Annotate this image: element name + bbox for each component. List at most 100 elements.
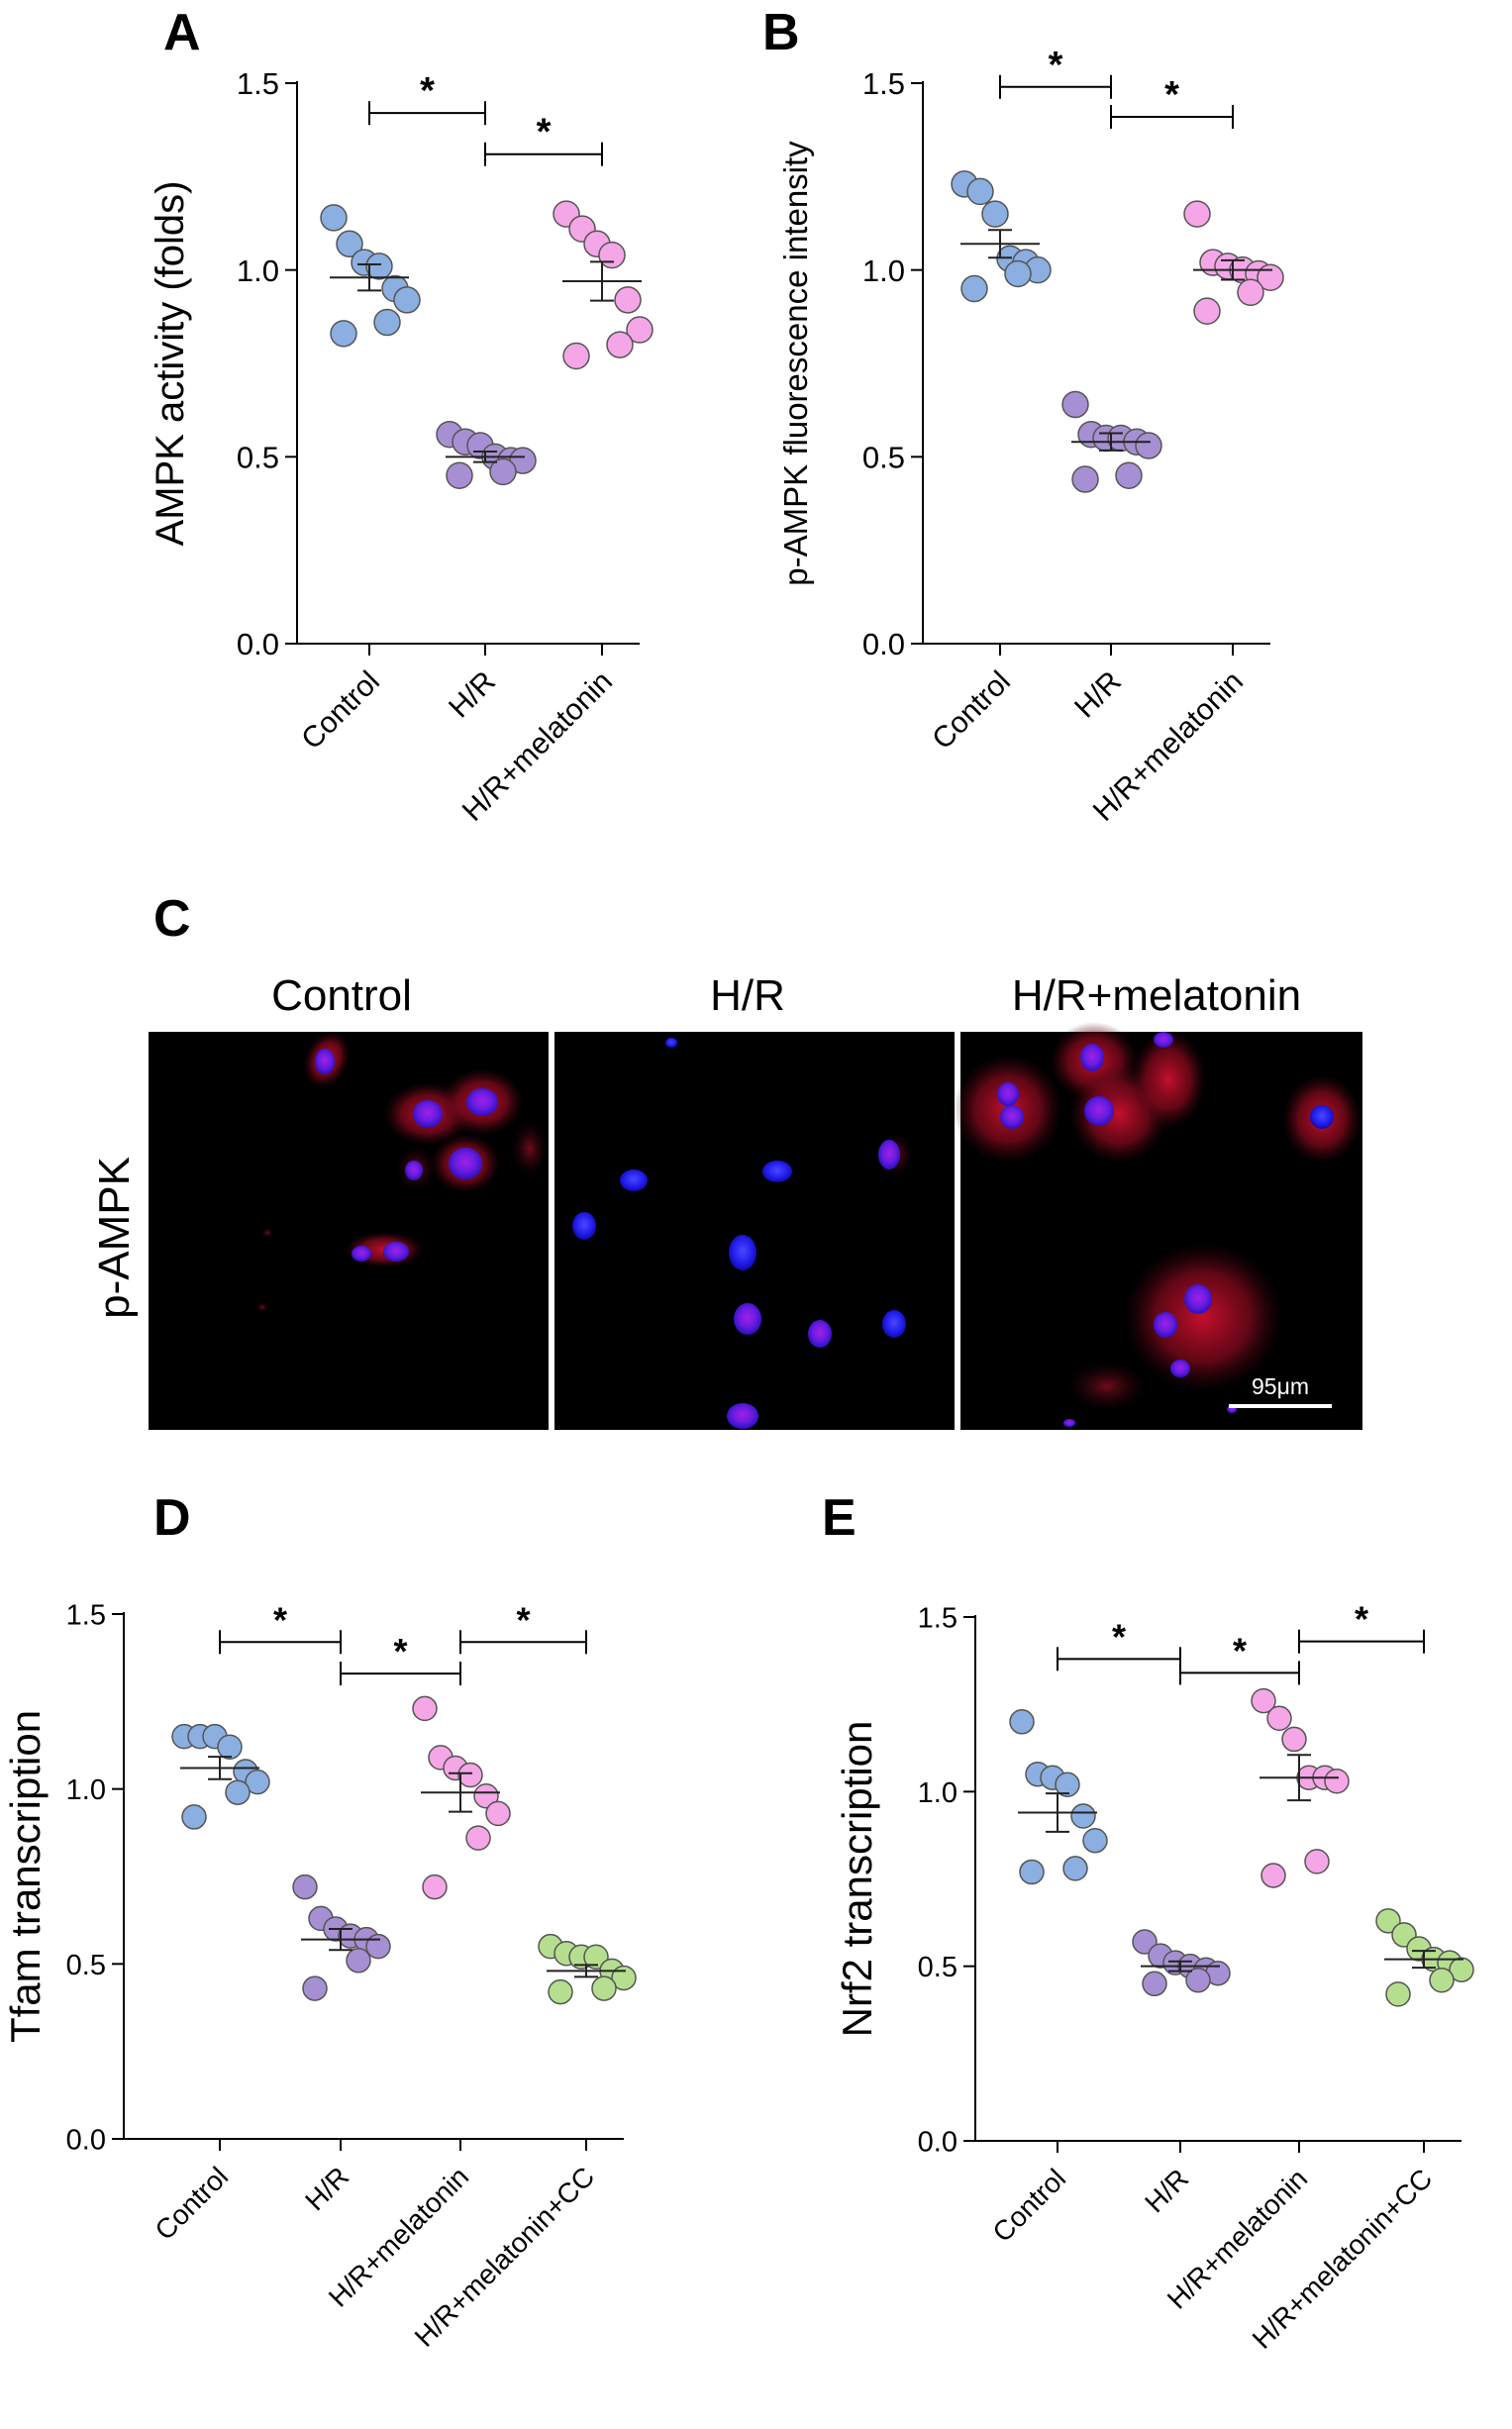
data-point xyxy=(1304,1849,1330,1874)
data-point xyxy=(393,286,421,314)
chart-e-nrf2: 0.0 0.5 1.0 1.5 Nrf2 transcription Control H/R… xyxy=(834,1599,1474,2355)
y-tick-label: 0.5 xyxy=(918,1952,958,1983)
micro-image-hr xyxy=(554,1032,955,1430)
data-point xyxy=(1185,1968,1211,1993)
data-point xyxy=(465,1825,491,1851)
data-point xyxy=(365,1933,391,1960)
sig-star: * xyxy=(420,70,435,112)
data-point xyxy=(292,1873,318,1900)
data-point xyxy=(1385,1981,1411,2007)
sig-star: * xyxy=(273,1599,287,1640)
data-point xyxy=(1019,1859,1045,1885)
data-point xyxy=(1009,1709,1035,1735)
data-point xyxy=(562,342,590,370)
data-point xyxy=(591,1975,617,2001)
data-point xyxy=(1132,1929,1158,1955)
data-point xyxy=(1070,1803,1096,1829)
y-tick-label: 0.5 xyxy=(66,1950,106,1981)
data-point xyxy=(1142,1971,1167,1997)
data-point xyxy=(245,1769,270,1795)
panel-label-d: D xyxy=(153,1489,191,1547)
sig-star: * xyxy=(516,1599,530,1640)
data-point xyxy=(1115,461,1143,489)
y-tick-label: 0.5 xyxy=(237,440,279,474)
y-tick-label: 1.5 xyxy=(66,1599,106,1631)
data-point xyxy=(412,1695,438,1722)
y-tick-label: 0.0 xyxy=(237,627,279,661)
data-point xyxy=(1055,1771,1080,1798)
panel-label-c: C xyxy=(153,890,191,948)
data-point xyxy=(966,177,994,206)
data-point xyxy=(422,1873,448,1900)
data-point xyxy=(489,457,517,486)
y-tick-label: 1.5 xyxy=(862,66,905,101)
data-point xyxy=(1183,200,1211,228)
data-point xyxy=(1135,432,1162,459)
sig-star: * xyxy=(1164,74,1179,116)
chart-d-tfam: 0.0 0.5 1.0 1.5 Tfam transcription Control H/R… xyxy=(2,1599,637,2353)
data-point xyxy=(446,461,473,489)
micro-row-label: p-AMPK xyxy=(90,1157,139,1319)
data-point xyxy=(548,1978,573,2005)
data-point xyxy=(1004,259,1032,288)
scale-bar xyxy=(1229,1404,1332,1408)
data-point xyxy=(336,230,363,258)
y-tick-label: 0.0 xyxy=(918,2126,958,2158)
data-point xyxy=(346,1948,371,1974)
data-point xyxy=(1266,1705,1292,1732)
x-tick-label: H/R xyxy=(443,665,502,725)
micro-title-control: Control xyxy=(271,971,412,1020)
y-axis-label: AMPK activity (folds) xyxy=(149,181,192,547)
data-point xyxy=(1260,1863,1286,1888)
data-point xyxy=(611,1965,637,1991)
y-tick-label: 0.0 xyxy=(66,2124,106,2156)
data-point xyxy=(473,1782,499,1809)
data-point xyxy=(217,1734,243,1761)
data-point xyxy=(1324,1769,1350,1794)
data-point xyxy=(981,200,1009,228)
data-point xyxy=(1071,465,1099,493)
data-point xyxy=(1375,1908,1401,1934)
chart-a-ampk-activity: 0.0 0.5 1.0 1.5 AMPK activity (folds) Control… xyxy=(149,66,654,828)
y-tick-label: 1.5 xyxy=(237,66,279,101)
data-point xyxy=(960,274,988,303)
chart-b-pampk-intensity: 0.0 0.5 1.0 1.5 p-AMPK fluorescence intensit… xyxy=(777,45,1284,828)
x-tick-label: Control xyxy=(295,665,386,757)
x-tick-label: H/R xyxy=(1139,2163,1194,2218)
sig-star: * xyxy=(1355,1599,1368,1640)
micro-title-hr-melatonin: H/R+melatonin xyxy=(1012,971,1301,1020)
y-tick-label: 1.0 xyxy=(237,253,279,288)
data-point xyxy=(320,204,348,232)
x-tick-label: Control xyxy=(926,665,1017,757)
panel-label-e: E xyxy=(822,1489,857,1547)
x-tick-label: H/R xyxy=(1068,665,1128,725)
data-point xyxy=(1429,1968,1455,1993)
microscopy-panel: Control H/R H/R+melatonin p-AMPK xyxy=(90,971,1362,1430)
data-point xyxy=(1061,390,1089,419)
sig-star: * xyxy=(1233,1630,1247,1670)
data-point xyxy=(365,253,393,280)
y-axis-label: Tfam transcription xyxy=(2,1710,49,2043)
data-point xyxy=(1251,1687,1276,1714)
y-axis-label: Nrf2 transcription xyxy=(834,1721,880,2038)
y-tick-label: 0.0 xyxy=(862,627,905,661)
data-point xyxy=(626,316,654,344)
y-tick-label: 1.0 xyxy=(66,1774,106,1806)
data-point xyxy=(1193,297,1221,325)
panel-label-b: B xyxy=(762,4,800,61)
data-point xyxy=(1082,1827,1108,1854)
sig-star: * xyxy=(1049,45,1063,86)
data-point xyxy=(225,1779,251,1805)
micro-image-hr-melatonin: 95μm xyxy=(954,1022,1362,1430)
data-point xyxy=(330,320,357,348)
data-point xyxy=(1062,1856,1088,1881)
data-point xyxy=(1237,278,1264,307)
data-point xyxy=(181,1804,207,1830)
micro-image-control xyxy=(149,1031,549,1430)
data-point xyxy=(302,1975,328,2001)
data-point xyxy=(614,286,642,314)
panel-label-a: A xyxy=(163,4,201,61)
y-tick-label: 1.0 xyxy=(862,253,905,288)
y-tick-label: 1.0 xyxy=(918,1777,958,1809)
